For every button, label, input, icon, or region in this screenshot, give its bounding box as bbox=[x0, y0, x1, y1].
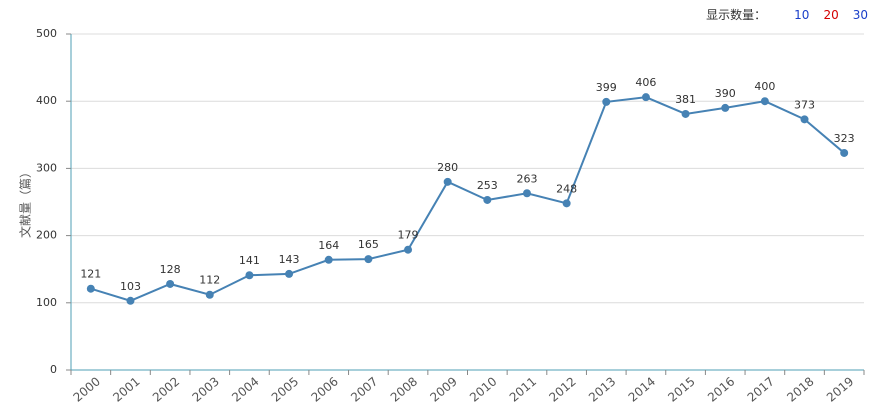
data-label: 143 bbox=[279, 253, 300, 266]
data-point[interactable] bbox=[562, 199, 571, 208]
display-count-toolbar: 显示数量： 10 20 30 bbox=[706, 6, 868, 23]
data-point[interactable] bbox=[602, 97, 611, 106]
x-tick-label: 2018 bbox=[784, 374, 816, 404]
y-tick-label: 300 bbox=[36, 161, 57, 174]
data-label: 253 bbox=[477, 179, 498, 192]
x-tick-label: 2009 bbox=[427, 374, 459, 404]
axes bbox=[70, 34, 864, 371]
data-label: 141 bbox=[239, 254, 260, 267]
display-count-option-30[interactable]: 30 bbox=[852, 7, 868, 22]
x-tick-label: 2013 bbox=[586, 374, 618, 404]
data-label: 400 bbox=[754, 80, 775, 93]
data-point[interactable] bbox=[404, 245, 413, 254]
data-label: 280 bbox=[437, 161, 458, 174]
data-label: 323 bbox=[834, 132, 855, 145]
data-label: 263 bbox=[516, 172, 537, 185]
x-tick-label: 2014 bbox=[626, 374, 658, 404]
data-label: 406 bbox=[635, 76, 656, 89]
data-label: 381 bbox=[675, 93, 696, 106]
x-tick-label: 2019 bbox=[824, 374, 856, 404]
y-tick-label: 500 bbox=[36, 27, 57, 40]
data-point[interactable] bbox=[364, 255, 373, 264]
y-tick-label: 200 bbox=[36, 229, 57, 242]
y-tick-label: 0 bbox=[50, 363, 57, 376]
data-point[interactable] bbox=[285, 269, 294, 278]
data-point[interactable] bbox=[86, 284, 95, 293]
x-tick-label: 2012 bbox=[546, 374, 578, 404]
data-label: 179 bbox=[398, 229, 419, 242]
x-tick-label: 2017 bbox=[745, 374, 777, 404]
x-tick-label: 2015 bbox=[665, 374, 697, 404]
data-label: 103 bbox=[120, 280, 141, 293]
data-point[interactable] bbox=[721, 103, 730, 112]
data-labels: 121 103 128 112 141 143 164 165 179 280 253 263 248 3… bbox=[80, 76, 854, 293]
x-tick-label: 2005 bbox=[269, 374, 301, 404]
display-count-label: 显示数量： bbox=[706, 8, 767, 22]
data-label: 399 bbox=[596, 81, 617, 94]
data-point[interactable] bbox=[641, 93, 650, 102]
data-point[interactable] bbox=[840, 148, 849, 157]
x-tick-label: 2002 bbox=[150, 374, 182, 404]
data-label: 248 bbox=[556, 182, 577, 195]
x-tick-label: 2016 bbox=[705, 374, 737, 404]
data-point[interactable] bbox=[166, 279, 175, 288]
data-point[interactable] bbox=[245, 271, 254, 280]
data-label: 373 bbox=[794, 98, 815, 111]
data-point[interactable] bbox=[760, 97, 769, 106]
data-label: 390 bbox=[715, 87, 736, 100]
y-tick-label: 100 bbox=[36, 296, 57, 309]
x-tick-label: 2000 bbox=[71, 374, 103, 404]
data-point[interactable] bbox=[324, 255, 333, 264]
data-point[interactable] bbox=[205, 290, 214, 299]
x-tick-label: 2007 bbox=[348, 374, 380, 404]
data-point[interactable] bbox=[483, 195, 492, 204]
y-axis-label: 文献量（篇） bbox=[18, 166, 33, 238]
x-tick-label: 2010 bbox=[467, 374, 499, 404]
x-tick-label: 2008 bbox=[388, 374, 420, 404]
display-count-option-10[interactable]: 10 bbox=[794, 7, 810, 22]
series-line bbox=[90, 96, 845, 302]
data-point[interactable] bbox=[126, 296, 135, 305]
y-tick-labels: 0 100 200 300 400 500 bbox=[36, 27, 71, 376]
y-tick-label: 400 bbox=[36, 94, 57, 107]
x-tick-label: 2006 bbox=[309, 374, 341, 404]
data-label: 164 bbox=[318, 239, 339, 252]
data-point[interactable] bbox=[681, 109, 690, 118]
x-tick-label: 2011 bbox=[507, 374, 539, 404]
data-label: 112 bbox=[199, 274, 220, 287]
x-tick-label: 2004 bbox=[229, 374, 261, 404]
data-label: 121 bbox=[80, 268, 101, 281]
data-points bbox=[86, 93, 849, 305]
gridlines bbox=[71, 33, 864, 304]
data-point[interactable] bbox=[443, 177, 452, 186]
display-count-option-20[interactable]: 20 bbox=[823, 7, 839, 22]
data-point[interactable] bbox=[522, 189, 531, 198]
data-point[interactable] bbox=[800, 115, 809, 124]
x-tick-label: 2001 bbox=[110, 374, 142, 404]
x-tick-label: 2003 bbox=[190, 374, 222, 404]
data-label: 128 bbox=[160, 263, 181, 276]
x-tick-labels: 2000 2001 2002 2003 2004 2005 2006 2007 2008 2009… bbox=[70, 370, 865, 405]
data-label: 165 bbox=[358, 238, 379, 251]
